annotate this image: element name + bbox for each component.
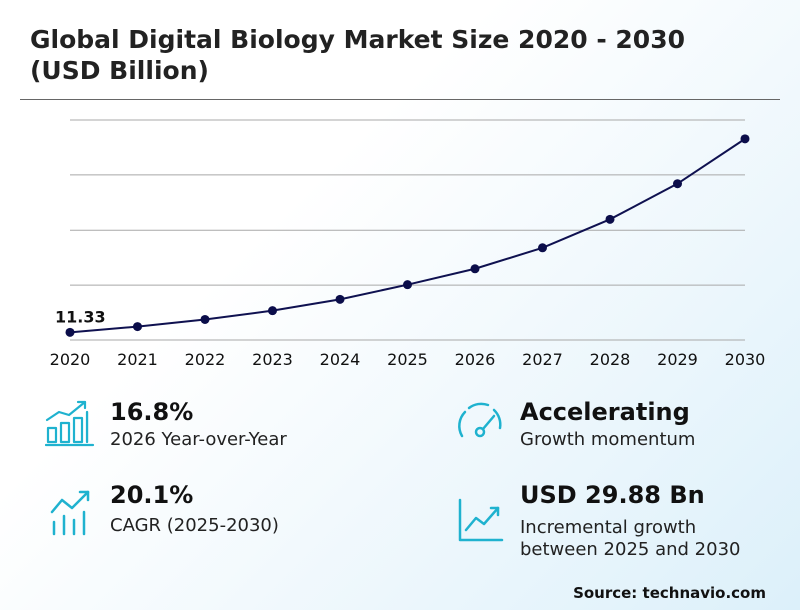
stat-incremental: USD 29.88 Bn Incremental growth between … xyxy=(400,476,800,566)
bar-growth-icon xyxy=(45,400,95,447)
stat-momentum-label: Growth momentum xyxy=(520,429,696,450)
stat-incremental-label-line1: Incremental growth xyxy=(520,517,697,538)
stat-cagr: 20.1% CAGR (2025-2030) xyxy=(0,476,400,546)
title-divider xyxy=(20,99,780,100)
gauge-icon xyxy=(458,402,502,438)
data-point-2028 xyxy=(605,214,615,224)
stat-yoy-value: 16.8% xyxy=(110,398,194,426)
source-credit: Source: technavio.com xyxy=(573,584,766,602)
data-point-2030 xyxy=(740,134,750,144)
data-point-2027 xyxy=(538,243,547,253)
x-tick-label: 2020 xyxy=(50,350,91,369)
stat-momentum-value: Accelerating xyxy=(520,398,690,426)
data-point-2020 xyxy=(65,327,75,337)
data-label: 11.33 xyxy=(55,307,106,326)
x-tick-label: 2028 xyxy=(590,350,631,369)
x-tick-label: 2023 xyxy=(252,350,293,369)
line-chart: 2020 2021 2022 2023 2024 2025 2026 2027 2028 2029… xyxy=(50,119,766,369)
data-point-2024 xyxy=(335,294,345,304)
stat-cagr-value: 20.1% xyxy=(110,481,194,509)
data-point-2029 xyxy=(673,179,682,189)
stat-momentum: Accelerating Growth momentum xyxy=(400,390,800,460)
x-tick-label: 2029 xyxy=(657,350,698,369)
data-point-2022 xyxy=(200,314,210,324)
data-point-2026 xyxy=(470,264,480,274)
stat-incremental-label-line2: between 2025 and 2030 xyxy=(520,539,741,560)
x-tick-label: 2021 xyxy=(117,350,158,369)
data-point-2025 xyxy=(403,280,412,290)
x-tick-label: 2026 xyxy=(455,350,496,369)
x-tick-label: 2022 xyxy=(185,350,226,369)
x-tick-label: 2030 xyxy=(725,350,766,369)
trend-chart-icon xyxy=(458,498,504,542)
stat-cagr-label: CAGR (2025-2030) xyxy=(110,515,279,536)
stat-yoy-label: 2026 Year-over-Year xyxy=(110,429,287,450)
x-tick-label: 2025 xyxy=(387,350,428,369)
x-tick-label: 2027 xyxy=(522,350,563,369)
x-tick-label: 2024 xyxy=(320,350,361,369)
series-line xyxy=(69,138,746,334)
trend-bars-icon xyxy=(50,490,90,536)
stat-yoy: 16.8% 2026 Year-over-Year xyxy=(0,390,400,460)
data-point-2021 xyxy=(133,322,142,332)
chart-title: Global Digital Biology Market Size 2020 … xyxy=(30,25,685,85)
data-point-2023 xyxy=(268,306,277,316)
stat-incremental-value: USD 29.88 Bn xyxy=(520,481,705,509)
